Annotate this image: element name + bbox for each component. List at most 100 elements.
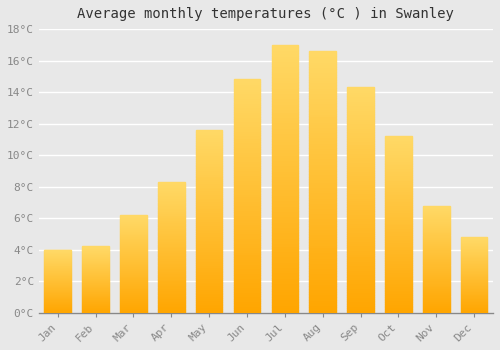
Bar xyxy=(272,147,298,149)
Bar xyxy=(348,191,374,193)
Bar xyxy=(44,262,71,263)
Bar xyxy=(234,154,260,156)
Bar xyxy=(272,128,298,131)
Bar xyxy=(120,276,146,278)
Bar xyxy=(120,243,146,244)
Bar xyxy=(423,261,450,262)
Bar xyxy=(196,168,222,170)
Bar xyxy=(461,311,487,312)
Bar xyxy=(348,175,374,177)
Bar xyxy=(310,226,336,229)
Bar xyxy=(158,202,184,203)
Bar xyxy=(196,177,222,179)
Bar xyxy=(310,224,336,226)
Bar xyxy=(196,227,222,229)
Bar xyxy=(423,299,450,300)
Bar xyxy=(385,194,411,196)
Bar xyxy=(461,240,487,241)
Bar xyxy=(234,180,260,182)
Bar xyxy=(310,148,336,150)
Bar xyxy=(310,88,336,90)
Bar xyxy=(234,133,260,135)
Bar xyxy=(272,90,298,93)
Bar xyxy=(348,288,374,290)
Bar xyxy=(461,302,487,303)
Bar xyxy=(196,219,222,221)
Bar xyxy=(461,266,487,267)
Bar xyxy=(196,192,222,194)
Bar xyxy=(234,191,260,194)
Bar xyxy=(461,260,487,261)
Bar xyxy=(423,279,450,280)
Bar xyxy=(272,109,298,112)
Bar xyxy=(196,267,222,269)
Bar xyxy=(82,283,109,284)
Bar xyxy=(158,230,184,232)
Bar xyxy=(272,248,298,251)
Bar xyxy=(82,249,109,250)
Bar xyxy=(348,299,374,301)
Bar xyxy=(385,275,411,277)
Bar xyxy=(44,277,71,278)
Bar xyxy=(423,224,450,225)
Bar xyxy=(348,200,374,202)
Bar xyxy=(423,228,450,229)
Bar xyxy=(196,265,222,267)
Bar xyxy=(348,216,374,218)
Bar xyxy=(272,122,298,125)
Bar xyxy=(196,303,222,305)
Bar xyxy=(196,285,222,287)
Bar xyxy=(348,220,374,223)
Bar xyxy=(82,301,109,302)
Bar xyxy=(461,277,487,278)
Bar xyxy=(234,275,260,278)
Bar xyxy=(158,305,184,306)
Bar xyxy=(385,150,411,152)
Bar xyxy=(120,221,146,222)
Bar xyxy=(423,296,450,298)
Bar xyxy=(310,124,336,127)
Bar xyxy=(310,200,336,203)
Bar xyxy=(310,289,336,292)
Bar xyxy=(272,101,298,104)
Bar xyxy=(44,252,71,253)
Bar xyxy=(158,225,184,226)
Bar xyxy=(158,200,184,202)
Bar xyxy=(423,240,450,241)
Bar xyxy=(82,292,109,293)
Bar xyxy=(310,234,336,237)
Bar xyxy=(348,218,374,220)
Bar xyxy=(272,125,298,128)
Bar xyxy=(196,137,222,139)
Bar xyxy=(461,299,487,300)
Bar xyxy=(423,286,450,287)
Bar xyxy=(348,107,374,110)
Bar xyxy=(423,220,450,222)
Bar xyxy=(158,296,184,297)
Bar xyxy=(348,284,374,286)
Bar xyxy=(120,299,146,300)
Bar xyxy=(272,179,298,181)
Bar xyxy=(423,302,450,303)
Bar xyxy=(272,149,298,152)
Bar xyxy=(196,146,222,148)
Bar xyxy=(196,230,222,232)
Bar xyxy=(461,254,487,255)
Bar xyxy=(120,292,146,293)
Bar xyxy=(461,256,487,257)
Bar xyxy=(310,119,336,122)
Bar xyxy=(234,114,260,117)
Bar xyxy=(310,305,336,307)
Bar xyxy=(310,75,336,77)
Bar xyxy=(196,248,222,251)
Bar xyxy=(272,152,298,155)
Bar xyxy=(423,246,450,247)
Bar xyxy=(234,79,260,82)
Bar xyxy=(423,247,450,248)
Bar xyxy=(348,90,374,92)
Bar xyxy=(310,229,336,232)
Bar xyxy=(234,217,260,219)
Bar xyxy=(196,221,222,223)
Bar xyxy=(385,281,411,283)
Bar xyxy=(348,135,374,137)
